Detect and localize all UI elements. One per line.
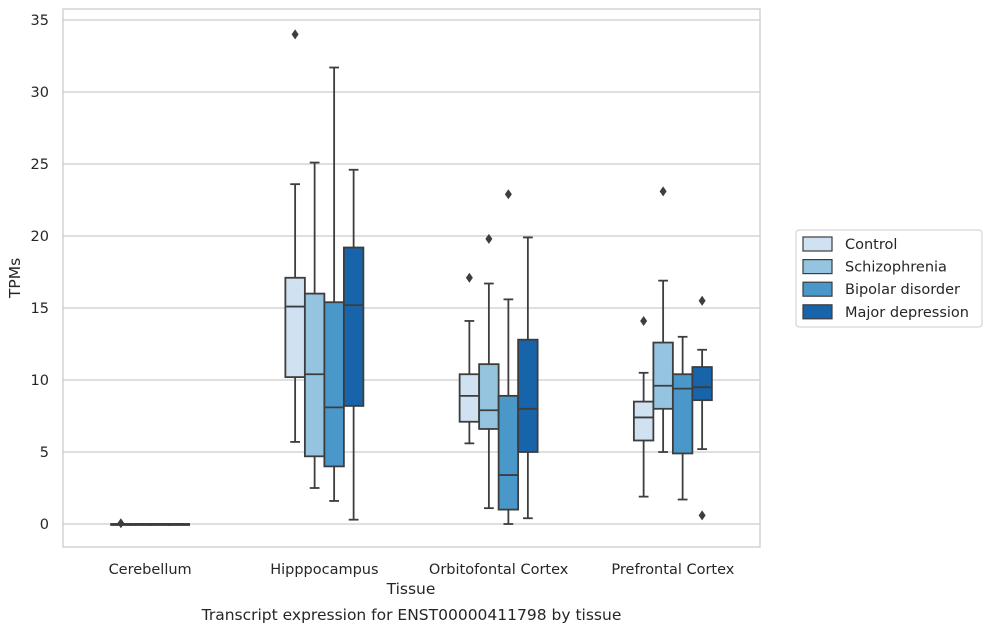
- box: [691, 366, 713, 402]
- y-tick-label: 30: [31, 85, 49, 101]
- plot-frame: [62, 8, 761, 548]
- outlier-point: [465, 272, 473, 283]
- outlier-point: [291, 29, 299, 40]
- box-group: [632, 315, 655, 498]
- box: [652, 341, 674, 410]
- legend-swatch: [802, 281, 833, 297]
- box: [671, 373, 694, 455]
- box-group: [517, 236, 539, 520]
- outlier-point: [485, 233, 493, 244]
- outlier-point: [698, 295, 706, 306]
- box-group: [110, 518, 132, 529]
- outlier-point: [659, 186, 667, 197]
- outlier-point: [117, 518, 125, 529]
- box-group: [342, 168, 365, 521]
- box-group: [671, 335, 694, 501]
- box-group: [303, 161, 326, 489]
- box: [478, 363, 500, 430]
- y-tick-label: 15: [31, 301, 49, 317]
- x-axis-title: Tissue: [386, 580, 436, 598]
- legend: Control Schizophrenia Bipolar disorder Majo…: [795, 229, 983, 328]
- x-tick-label: Hipppocampus: [270, 562, 378, 578]
- y-tick-label: 35: [31, 13, 49, 29]
- legend-label: Control: [845, 237, 897, 253]
- legend-swatch: [802, 259, 833, 275]
- x-axis-ticks: Cerebellum Hipppocampus Orbitofontal Corte…: [109, 562, 735, 578]
- box-group: [149, 523, 171, 526]
- y-axis-ticks: 0 5 10 15 20 25 30 35: [31, 13, 49, 533]
- outlier-point: [640, 315, 648, 326]
- legend-label: Bipolar disorder: [845, 282, 960, 298]
- y-tick-label: 5: [40, 445, 49, 461]
- box: [284, 276, 306, 379]
- box: [323, 301, 345, 468]
- legend-swatch: [802, 304, 833, 320]
- box-group: [652, 186, 674, 453]
- box: [497, 394, 520, 511]
- y-tick-label: 20: [31, 229, 49, 245]
- y-tick-label: 10: [31, 373, 49, 389]
- x-tick-label: Orbitofontal Cortex: [429, 562, 569, 578]
- box: [632, 400, 655, 442]
- y-tick-label: 0: [40, 517, 49, 533]
- box-group: [478, 233, 500, 510]
- x-tick-label: Cerebellum: [109, 562, 192, 578]
- box-group: [691, 295, 713, 521]
- gridlines: [63, 19, 760, 525]
- box-group: [168, 523, 191, 526]
- box: [517, 338, 539, 453]
- box-plot-series: [110, 29, 713, 529]
- box: [342, 246, 365, 407]
- box-group: [284, 29, 306, 443]
- box-group: [497, 189, 520, 525]
- x-tick-label: Prefrontal Cortex: [611, 562, 734, 578]
- legend-frame: [795, 229, 983, 328]
- y-axis-title: TPMs: [6, 258, 24, 299]
- box-group: [129, 523, 152, 526]
- legend-label: Major depression: [845, 305, 969, 321]
- box-group: [458, 272, 481, 445]
- legend-label: Schizophrenia: [845, 260, 947, 276]
- box: [458, 373, 481, 423]
- legend-swatch: [802, 236, 833, 252]
- box-group: [323, 66, 345, 502]
- y-tick-label: 25: [31, 157, 49, 173]
- figure-caption: Transcript expression for ENST0000041179…: [201, 606, 622, 624]
- outlier-point: [698, 510, 706, 521]
- outlier-point: [504, 189, 512, 200]
